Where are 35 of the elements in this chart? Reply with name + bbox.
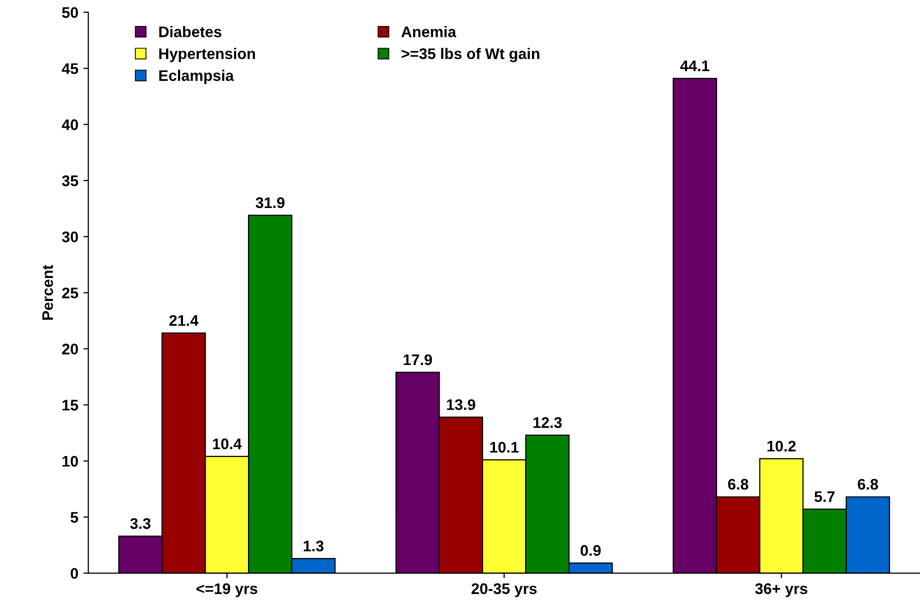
data-label: 12.3 — [534, 417, 562, 428]
x-tick-label: 36+ yrs — [755, 583, 808, 598]
y-tick-label: 10 — [62, 456, 78, 467]
y-axis-title: Percent — [42, 264, 54, 320]
data-label: 6.8 — [858, 478, 878, 490]
data-label: 6.8 — [728, 478, 748, 490]
data-label: 13.9 — [447, 399, 476, 410]
y-tick-label: 15 — [62, 400, 78, 411]
data-label: 10.1 — [490, 442, 519, 453]
data-label: 5.7 — [814, 491, 835, 502]
legend-label: Anemia — [401, 26, 456, 38]
data-label: 0.9 — [580, 545, 601, 556]
data-label: 1.3 — [304, 540, 324, 552]
y-tick-label: 5 — [70, 512, 78, 523]
y-tick-label: 35 — [62, 175, 78, 186]
data-label: 44.1 — [680, 60, 710, 72]
legend-label: Diabetes — [159, 26, 222, 38]
x-tick-label: 20-35 yrs — [472, 583, 537, 598]
legend-label: >=35 lbs of Wt gain — [402, 48, 540, 62]
x-tick-label: <=19 yrs — [196, 583, 258, 598]
data-label: 10.4 — [213, 438, 242, 450]
y-tick-label: 0 — [70, 568, 78, 579]
data-label: 21.4 — [169, 315, 198, 326]
y-tick-label: 25 — [62, 288, 78, 298]
data-label: 3.3 — [130, 518, 151, 529]
data-label: 31.9 — [256, 197, 284, 208]
legend-label: Eclampsia — [159, 70, 234, 84]
y-tick-label: 45 — [62, 63, 78, 74]
y-tick-label: 50 — [62, 7, 78, 18]
y-tick-label: 30 — [62, 231, 78, 242]
y-tick-label: 20 — [62, 344, 78, 354]
legend-label: Hypertension — [159, 48, 255, 62]
y-tick-label: 40 — [62, 119, 78, 130]
data-label: 10.2 — [767, 440, 796, 452]
data-label: 17.9 — [404, 354, 432, 366]
